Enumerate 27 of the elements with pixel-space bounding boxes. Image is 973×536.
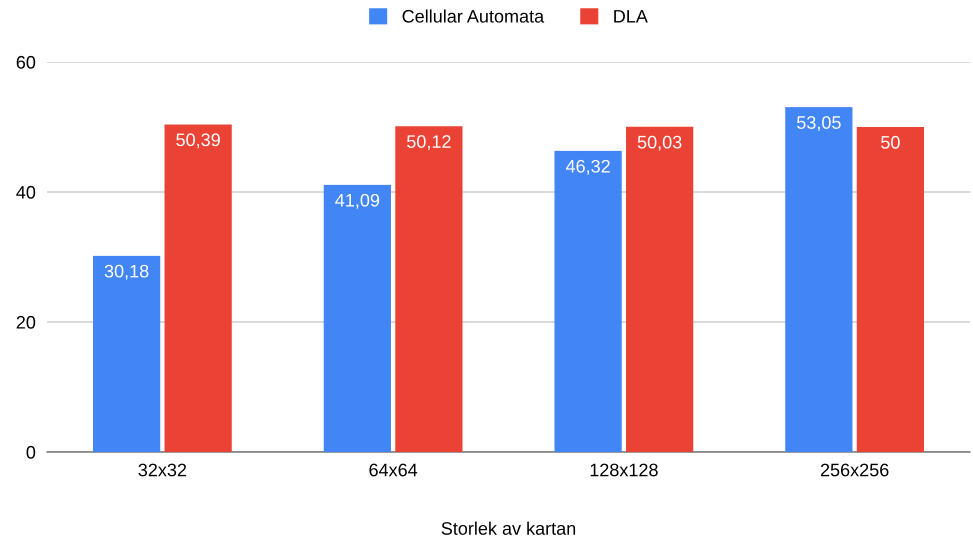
x-axis-title: Storlek av kartan [442,522,576,535]
legend-label: DLA [614,10,648,23]
bar [92,256,160,452]
data-label: 50 [881,136,900,149]
data-label: 30,18 [104,264,148,280]
bar [856,127,924,452]
y-tick-label: 20 [16,316,36,329]
data-label: 46,32 [566,160,610,175]
data-label: 50,39 [176,133,220,148]
bar [164,124,232,452]
x-tick-label: 32x32 [138,464,186,476]
x-tick-label: 128x128 [590,464,658,476]
data-label: 50,03 [638,136,682,151]
legend-label: Cellular Automata [402,9,544,23]
bar [554,150,622,452]
y-tick-label: 60 [16,56,36,69]
bar [395,126,463,452]
bar [626,126,694,452]
y-tick-label: 40 [16,186,36,199]
data-label: 53,05 [796,116,841,132]
bar [324,184,391,452]
data-label: 50,12 [407,135,451,150]
bar [785,107,852,452]
y-tick-label: 0 [26,446,36,459]
data-label: 41,09 [335,194,380,209]
x-tick-label: 256x256 [820,464,888,476]
x-tick-label: 64x64 [369,464,418,476]
